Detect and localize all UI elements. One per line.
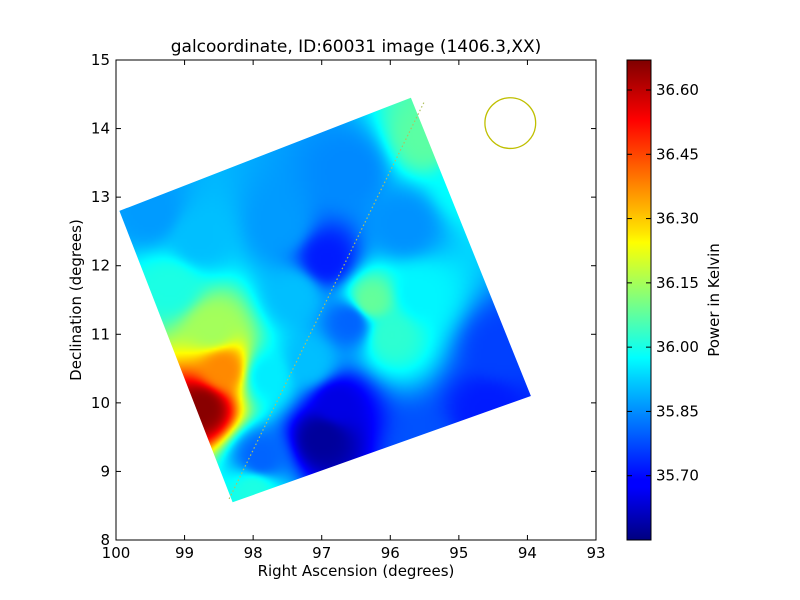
- x-tick-label: 94: [518, 544, 537, 562]
- colorbar-label: Power in Kelvin: [705, 243, 723, 357]
- colorbar-ticks: 36.60 36.45 36.30 36.15 36.00 35.85 35.70: [627, 81, 699, 485]
- x-tick-label: 93: [586, 544, 605, 562]
- x-tick-label: 97: [312, 544, 331, 562]
- y-tick-label: 15: [91, 51, 110, 69]
- y-axis-ticks: 8 9 10 11 12 13 14 15: [91, 51, 596, 549]
- chart-title: galcoordinate, ID:60031 image (1406.3,XX…: [171, 37, 542, 57]
- x-axis-ticks: 100 99 98 97 96 95 94 93: [102, 60, 606, 562]
- colorbar-tick-label: 35.70: [656, 467, 699, 485]
- x-tick-label: 99: [175, 544, 194, 562]
- colorbar-tick-label: 36.45: [656, 145, 699, 163]
- colorbar-tick-label: 36.15: [656, 274, 699, 292]
- axes-frame: [115, 59, 597, 541]
- y-tick-label: 11: [91, 325, 110, 343]
- x-tick-label: 95: [449, 544, 468, 562]
- x-tick-label: 100: [102, 544, 131, 562]
- colorbar-tick-label: 36.30: [656, 210, 699, 228]
- x-tick-label: 98: [244, 544, 263, 562]
- x-tick-label: 96: [381, 544, 400, 562]
- y-tick-label: 10: [91, 394, 110, 412]
- y-tick-label: 12: [91, 257, 110, 275]
- colorbar-tick-label: 36.00: [656, 338, 699, 356]
- y-tick-label: 13: [91, 188, 110, 206]
- colorbar-tick-label: 36.60: [656, 81, 699, 99]
- y-tick-label: 14: [91, 120, 110, 138]
- y-tick-label: 8: [100, 531, 110, 549]
- scan-line: [228, 100, 426, 500]
- colorbar-tick-label: 35.85: [656, 402, 699, 420]
- y-tick-label: 9: [100, 462, 110, 480]
- colorbar: [626, 59, 652, 541]
- beam-circle: [484, 97, 537, 150]
- y-axis-label: Declination (degrees): [67, 219, 85, 381]
- x-axis-label: Right Ascension (degrees): [258, 562, 455, 580]
